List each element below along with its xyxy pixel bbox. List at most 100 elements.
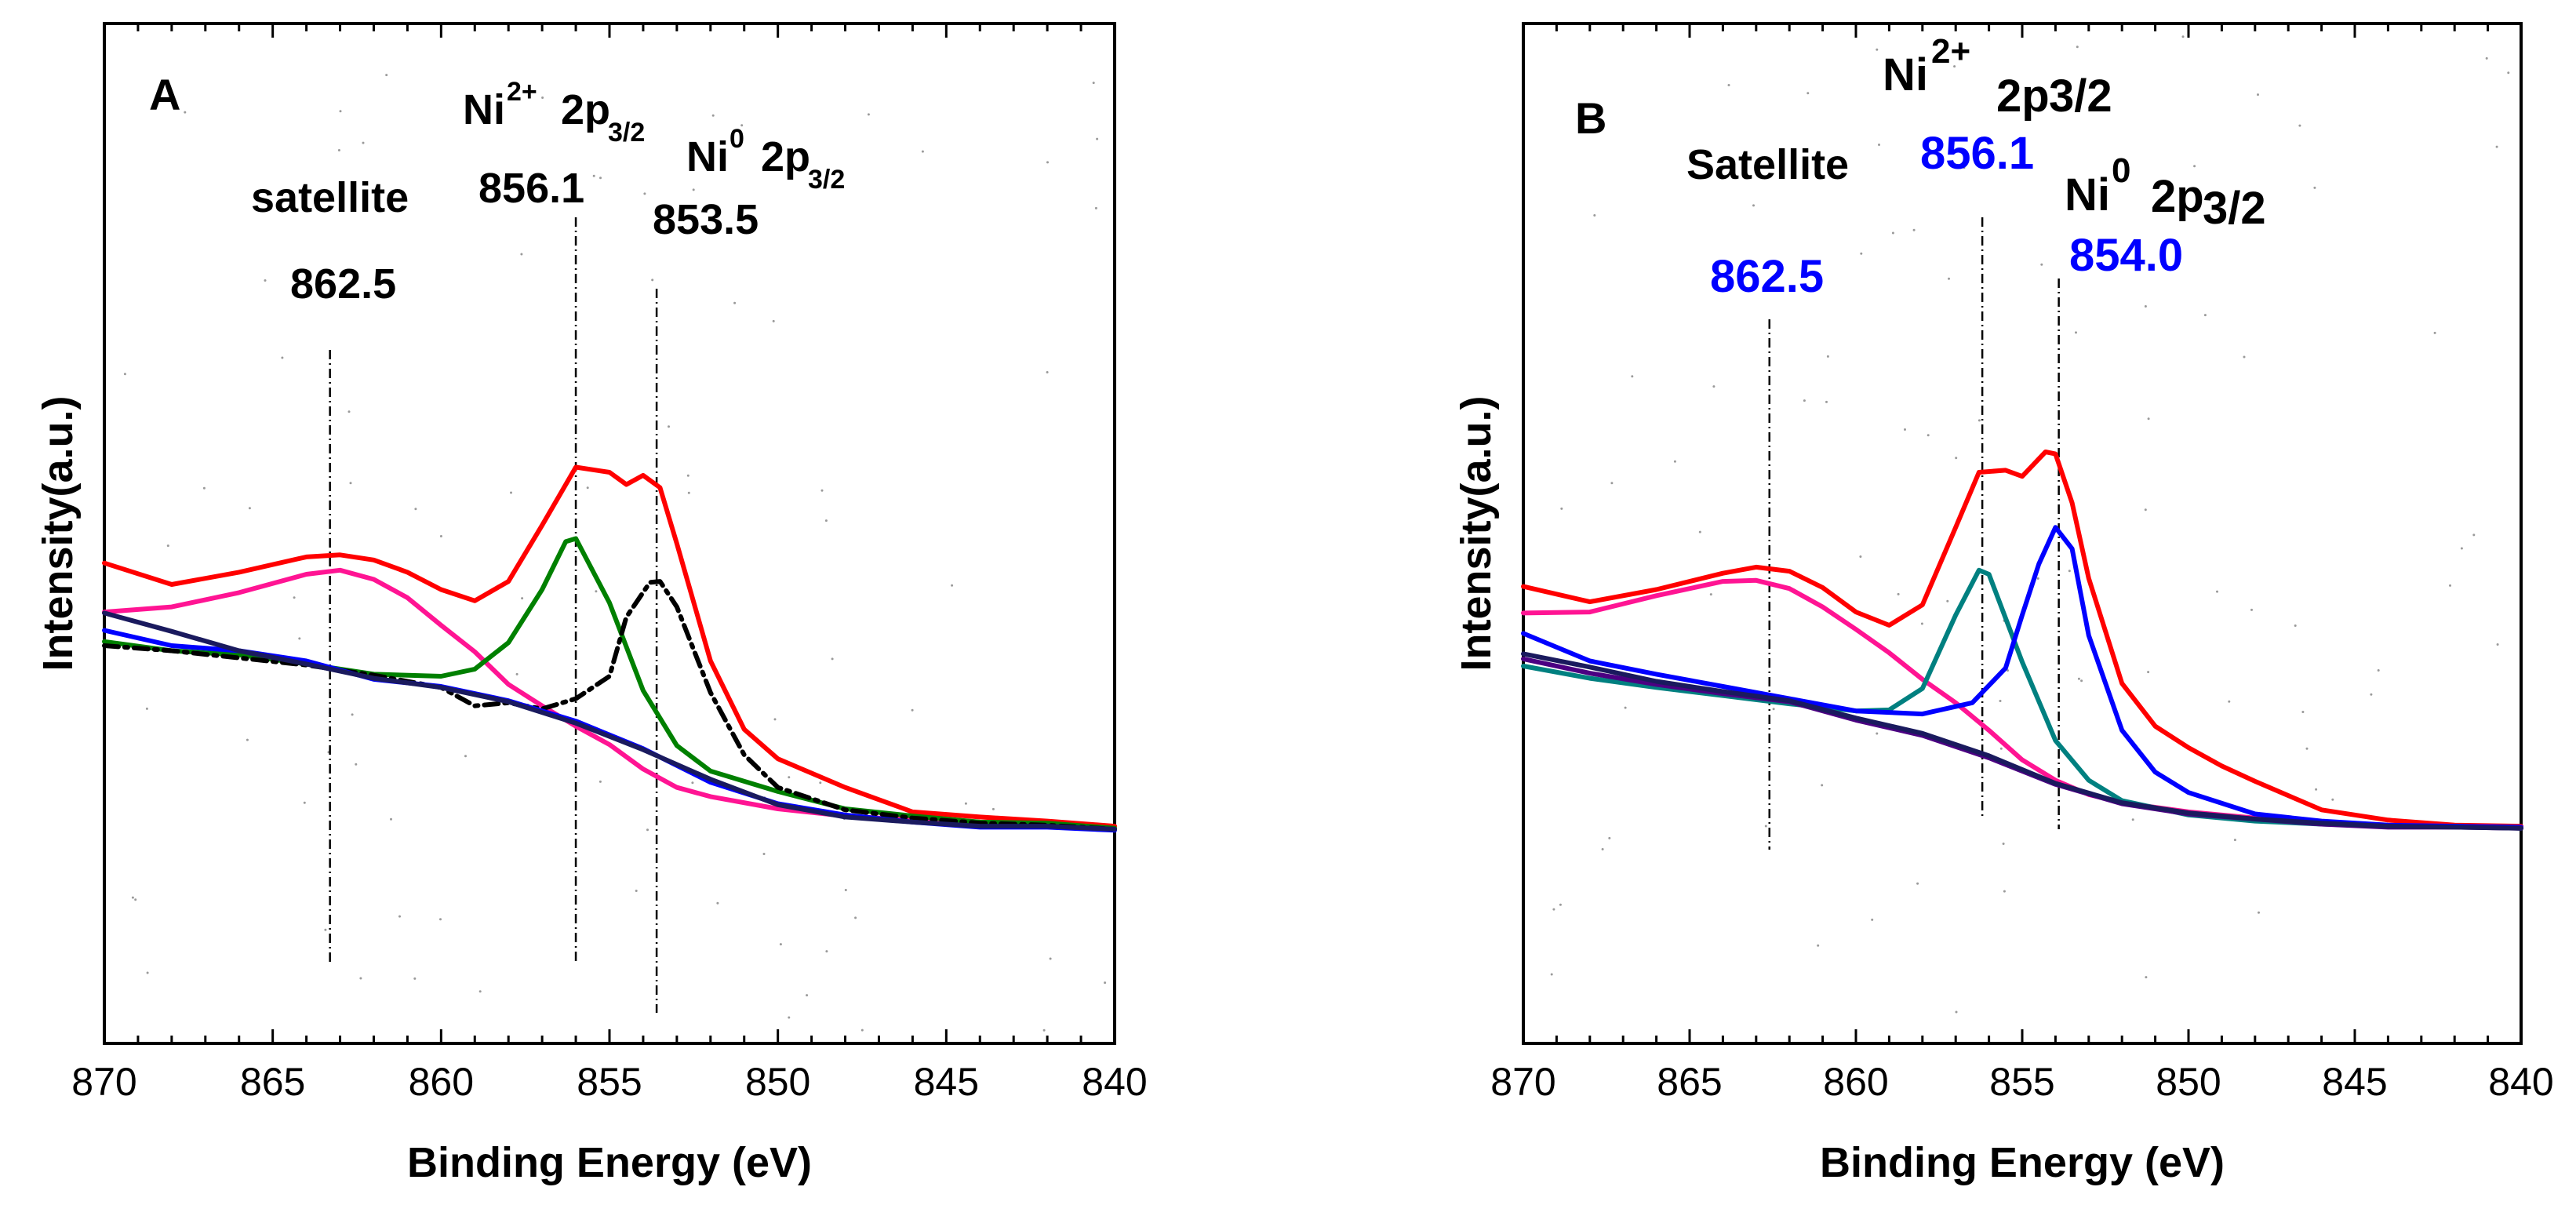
noise-dot: [202, 486, 206, 490]
noise-dot: [1601, 848, 1604, 850]
noise-dot: [2301, 711, 2305, 713]
series-ni0-2p3-2: [1521, 525, 2523, 830]
noise-dot: [595, 590, 598, 593]
x-tick-label: 850: [745, 1060, 810, 1104]
panel-b: 870 865 860 855 850 845 840 Binding Energy (eV)…: [1453, 22, 2554, 1186]
noise-dot: [1698, 530, 1701, 533]
noise-dot: [1946, 599, 1949, 603]
noise-dot: [339, 110, 342, 113]
x-tick-label: 845: [914, 1060, 979, 1104]
noise-dot: [2080, 679, 2083, 683]
noise-dot: [668, 425, 670, 428]
noise-dot: [385, 74, 388, 77]
reference-lines-a: [329, 217, 658, 1013]
x-tick-label: 865: [240, 1060, 305, 1104]
noise-dot: [2495, 145, 2498, 148]
annotation-sat-value: 862.5: [290, 260, 396, 308]
annotation-ni0-value: 854.0: [2069, 230, 2183, 281]
noise-dot: [1955, 457, 1958, 460]
noise-dot: [439, 535, 442, 537]
noise-dot: [2294, 624, 2297, 627]
noise-dot: [819, 781, 822, 785]
series-raw: [102, 610, 1117, 832]
annotation-sat-label: satellite: [251, 174, 409, 221]
noise-dot: [964, 802, 967, 805]
series-group-a: [102, 464, 1117, 833]
annotation-ni0-orbital: 2p: [2151, 171, 2204, 222]
noise-dot: [2036, 577, 2039, 580]
annotation-sat-value: 862.5: [1710, 251, 1824, 302]
noise-dot: [692, 188, 695, 191]
noise-dot: [687, 491, 690, 494]
x-tick-label: 870: [71, 1060, 136, 1104]
noise-dot: [2003, 890, 2006, 893]
noise-dot: [303, 801, 306, 804]
noise-dot: [324, 928, 327, 931]
noise-dot: [2228, 700, 2231, 703]
y-axis-title-a: Intensity(a.u.): [35, 395, 82, 671]
noise-dot: [1859, 555, 1862, 558]
noise-dot: [1821, 784, 1824, 787]
noise-dot: [1608, 836, 1611, 839]
x-tick-label: 865: [1657, 1060, 1722, 1104]
annotation-ni0-orbital: 2p: [761, 133, 810, 180]
noise-dot: [2216, 590, 2218, 593]
noise-dot: [2257, 93, 2259, 96]
noise-dot: [2243, 355, 2246, 359]
noise-dot: [773, 718, 777, 721]
noise-dot: [2313, 186, 2316, 189]
noise-dot: [293, 596, 296, 599]
noise-dot: [264, 279, 267, 282]
x-tick-label: 850: [2156, 1060, 2221, 1104]
noise-dot: [2233, 839, 2236, 842]
noise-dot: [586, 486, 589, 490]
noise-dot: [820, 489, 824, 492]
x-tick-label: 860: [409, 1060, 474, 1104]
noise-dot: [2449, 584, 2451, 587]
plot-frame-b: [1522, 22, 2523, 1045]
annotation-ni2-sub: 3/2: [608, 118, 645, 147]
noise-dot: [1897, 592, 1900, 595]
noise-dot: [1631, 375, 1634, 378]
panel-label-a: A: [149, 70, 180, 119]
noise-dot: [2496, 643, 2499, 646]
noise-dot: [1550, 973, 1553, 976]
noise-dot: [1559, 903, 1562, 906]
noise-dot: [2315, 788, 2318, 791]
noise-dot: [2485, 56, 2488, 60]
annotation-ni0-prefix: Ni: [686, 133, 729, 180]
noise-dot: [2147, 417, 2150, 421]
annotation-ni2-orbital: 2p: [561, 86, 610, 133]
noise-dot: [134, 898, 137, 901]
noise-dot: [2040, 263, 2043, 266]
noise-dot: [464, 755, 467, 758]
annotation-ni2-orbital: 2p: [1996, 71, 2050, 122]
x-tick-label: 860: [1823, 1060, 1888, 1104]
noise-dot: [1803, 399, 1806, 402]
noise-dot: [1916, 882, 1919, 885]
noise-dot: [779, 943, 782, 946]
noise-dot: [788, 776, 791, 779]
noise-dot: [347, 410, 351, 413]
noise-dot: [1963, 166, 1966, 169]
noise-dot: [2433, 331, 2436, 334]
noise-dot: [1049, 957, 1052, 960]
noise-dot: [2144, 305, 2147, 308]
x-axis-ticks-a: 870 865 860 855 850 845 840: [71, 24, 1148, 1104]
noise-dot: [515, 672, 518, 675]
noise-dot: [1092, 82, 1095, 85]
noise-dot: [824, 519, 828, 522]
annotation-ni2-prefix: Ni: [463, 86, 505, 133]
noise-dot: [1891, 231, 1894, 235]
noise-dot: [844, 889, 847, 891]
x-axis-title-a: Binding Energy (eV): [407, 1139, 812, 1186]
noise-dot: [2068, 570, 2071, 573]
noise-dot: [1727, 84, 1730, 86]
noise-dot: [2258, 911, 2260, 914]
noise-dot: [398, 915, 401, 918]
series-group-b: [1521, 450, 2523, 831]
noise-dot: [921, 150, 924, 153]
noise-dot: [1752, 204, 1755, 207]
